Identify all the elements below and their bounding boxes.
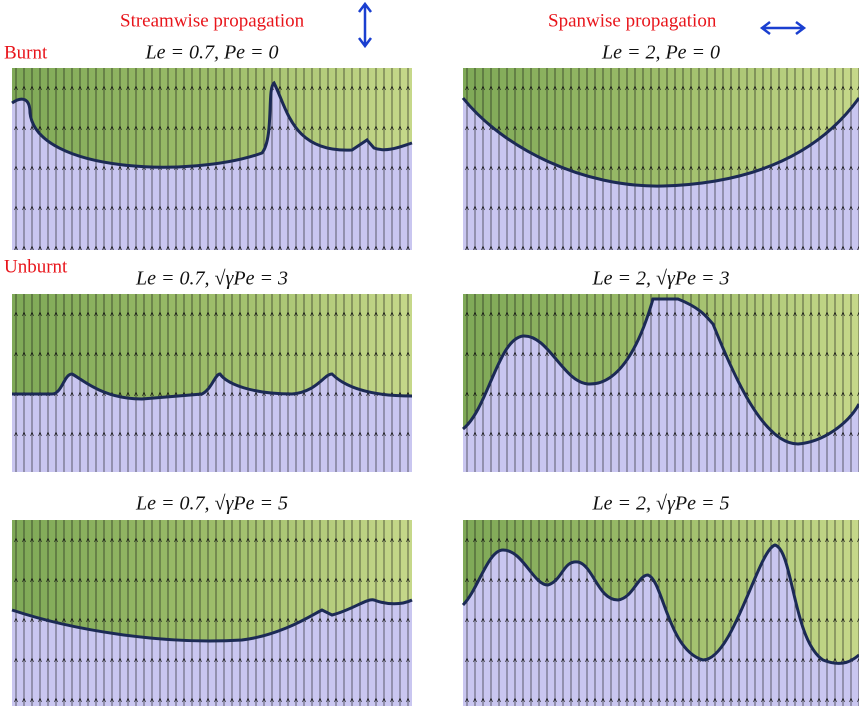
panel-title: Le = 0.7, √γPe = 5 xyxy=(135,493,288,515)
panel-title: Le = 0.7, √γPe = 3 xyxy=(135,268,288,290)
panel-title: Le = 0.7, Pe = 0 xyxy=(144,42,278,64)
panel xyxy=(461,68,859,250)
arrow-vertical xyxy=(358,1,372,49)
panel xyxy=(11,68,413,250)
arrow-horizontal xyxy=(759,21,807,35)
panel-title: Le = 2, Pe = 0 xyxy=(601,42,720,64)
panel-title: Le = 2, √γPe = 3 xyxy=(592,268,730,290)
panel-title: Le = 2, √γPe = 5 xyxy=(592,493,730,515)
panel xyxy=(12,294,413,472)
label-unburnt: Unburnt xyxy=(4,256,68,277)
panel xyxy=(461,520,859,706)
label-burnt: Burnt xyxy=(4,42,48,63)
header-left: Streamwise propagation xyxy=(120,10,305,31)
panel xyxy=(11,520,413,706)
panel xyxy=(462,294,859,472)
header-right: Spanwise propagation xyxy=(548,10,717,31)
